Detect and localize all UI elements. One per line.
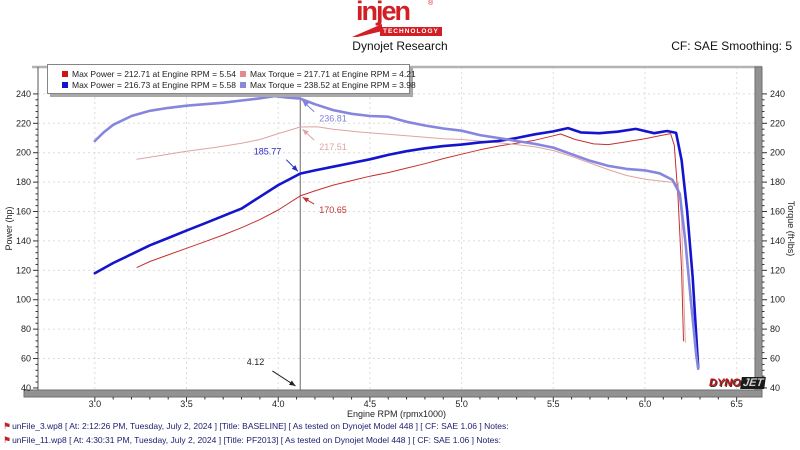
axis-title-rpm: Engine RPM (rpmx1000) bbox=[347, 409, 446, 419]
dynojet-logo-dyno: DYNO bbox=[709, 377, 741, 389]
legend-swatch bbox=[62, 70, 68, 77]
legend-entry: Max Power = 216.73 at Engine RPM = 5.58 bbox=[62, 79, 240, 90]
series-baseline-torque bbox=[136, 126, 686, 343]
series-baseline-power bbox=[136, 133, 684, 342]
y-tick-label-right: 140 bbox=[770, 236, 785, 246]
y-tick-label-right: 120 bbox=[770, 265, 785, 275]
smoothing-setting: CF: SAE Smoothing: 5 bbox=[671, 39, 792, 53]
y-tick-label-left: 200 bbox=[16, 148, 31, 158]
run-file-text: unFile_3.wp8 [ At: 2:12:26 PM, Tuesday, … bbox=[12, 421, 509, 431]
y-tick-label-right: 40 bbox=[770, 383, 780, 393]
legend-entry: Max Torque = 217.71 at Engine RPM = 4.21 bbox=[240, 68, 416, 79]
y-tick-label-right: 180 bbox=[770, 177, 785, 187]
x-tick-label: 5.5 bbox=[547, 399, 560, 409]
x-tick-label: 6.0 bbox=[639, 399, 652, 409]
logo-brand-text: injen bbox=[356, 0, 411, 26]
axis-title-power: Power (hp) bbox=[4, 206, 14, 250]
axis-title-torque: Torque (ft-lbs) bbox=[786, 201, 796, 257]
y-tick-label-left: 220 bbox=[16, 118, 31, 128]
callout-185-77-label: 185.77 bbox=[254, 147, 282, 157]
y-tick-label-left: 40 bbox=[21, 383, 31, 393]
run-file-text: unFile_11.wp8 [ At: 4:30:31 PM, Tuesday,… bbox=[12, 435, 501, 445]
callout-185-77-arrowhead bbox=[291, 165, 298, 172]
legend-swatch bbox=[240, 70, 246, 77]
y-tick-label-left: 60 bbox=[21, 354, 31, 364]
logo-sub-text: TECHNOLOGY bbox=[380, 27, 442, 36]
x-tick-label: 3.0 bbox=[89, 399, 102, 409]
run-file-footer: ⚑unFile_3.wp8 [ At: 2:12:26 PM, Tuesday,… bbox=[3, 419, 509, 447]
legend-label: Max Torque = 217.71 at Engine RPM = 4.21 bbox=[250, 68, 416, 79]
y-tick-label-left: 140 bbox=[16, 236, 31, 246]
page-title: Dynojet Research bbox=[352, 39, 448, 53]
y-tick-label-left: 180 bbox=[16, 177, 31, 187]
callout-170-65-arrowhead bbox=[302, 197, 310, 203]
legend-swatch bbox=[62, 81, 68, 88]
injen-logo: injen ® TECHNOLOGY bbox=[352, 0, 462, 40]
x-tick-label: 4.0 bbox=[272, 399, 285, 409]
legend-label: Max Power = 212.71 at Engine RPM = 5.54 bbox=[72, 68, 236, 79]
y-tick-label-right: 240 bbox=[770, 89, 785, 99]
y-tick-label-right: 220 bbox=[770, 118, 785, 128]
x-tick-label: 3.5 bbox=[180, 399, 193, 409]
y-tick-label-left: 240 bbox=[16, 89, 31, 99]
legend-label: Max Power = 216.73 at Engine RPM = 5.58 bbox=[72, 79, 236, 90]
axis-bar-right bbox=[754, 66, 763, 398]
series-pf2013-torque bbox=[93, 94, 700, 371]
callout-236-81-arrowhead bbox=[302, 100, 309, 107]
callout-170-65-label: 170.65 bbox=[319, 205, 347, 215]
run-file-line: ⚑unFile_3.wp8 [ At: 2:12:26 PM, Tuesday,… bbox=[3, 419, 509, 433]
axis-bar-bottom bbox=[23, 389, 763, 398]
cursor-label: 4.12 bbox=[247, 357, 265, 367]
callout-236-81-label: 236.81 bbox=[319, 114, 347, 124]
x-tick-label: 5.0 bbox=[455, 399, 468, 409]
y-tick-label-right: 200 bbox=[770, 148, 785, 158]
cursor-arrowhead bbox=[289, 380, 296, 386]
dynojet-logo-jet: JET bbox=[739, 377, 766, 389]
run-flag-icon: ⚑ bbox=[3, 421, 12, 431]
y-tick-label-right: 100 bbox=[770, 295, 785, 305]
plot-area[interactable] bbox=[38, 67, 755, 390]
callout-217-51-label: 217.51 bbox=[319, 142, 347, 152]
legend-entry: Max Power = 212.71 at Engine RPM = 5.54 bbox=[62, 68, 240, 79]
legend-label: Max Torque = 238.52 at Engine RPM = 3.98 bbox=[250, 79, 416, 90]
dynojet-logo: DYNOJET bbox=[709, 377, 766, 389]
registered-mark: ® bbox=[428, 0, 434, 7]
series-pf2013-power bbox=[93, 126, 700, 369]
run-flag-icon: ⚑ bbox=[3, 435, 12, 445]
y-tick-label-right: 60 bbox=[770, 354, 780, 364]
callout-217-51-arrowhead bbox=[302, 129, 309, 136]
y-tick-label-left: 80 bbox=[21, 324, 31, 334]
run-file-line: ⚑unFile_11.wp8 [ At: 4:30:31 PM, Tuesday… bbox=[3, 433, 509, 447]
x-tick-label: 4.5 bbox=[364, 399, 377, 409]
y-tick-label-right: 80 bbox=[770, 324, 780, 334]
legend-swatch bbox=[240, 81, 246, 88]
legend-entry: Max Torque = 238.52 at Engine RPM = 3.98 bbox=[240, 79, 416, 90]
y-tick-label-right: 160 bbox=[770, 207, 785, 217]
y-tick-label-left: 120 bbox=[16, 265, 31, 275]
x-tick-label: 6.5 bbox=[730, 399, 743, 409]
legend: Max Power = 212.71 at Engine RPM = 5.54 … bbox=[47, 64, 416, 94]
y-tick-label-left: 100 bbox=[16, 295, 31, 305]
y-tick-label-left: 160 bbox=[16, 207, 31, 217]
